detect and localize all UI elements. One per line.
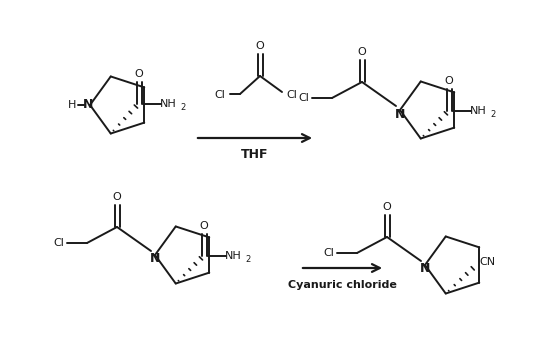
- Text: NH: NH: [225, 251, 242, 261]
- Text: O: O: [113, 192, 122, 202]
- Text: O: O: [382, 202, 391, 212]
- Text: Cl: Cl: [287, 90, 297, 100]
- Text: N: N: [83, 99, 93, 111]
- Text: 2: 2: [180, 103, 185, 112]
- Text: Cl: Cl: [324, 248, 334, 258]
- Text: O: O: [358, 47, 366, 57]
- Text: O: O: [134, 69, 143, 79]
- Text: Cl: Cl: [214, 90, 226, 100]
- Text: O: O: [199, 220, 208, 230]
- Text: 2: 2: [490, 110, 496, 119]
- Text: NH: NH: [160, 99, 177, 109]
- Text: Cl: Cl: [54, 238, 64, 248]
- Text: N: N: [150, 253, 160, 265]
- Text: THF: THF: [241, 148, 269, 162]
- Text: CN: CN: [480, 256, 496, 266]
- Text: O: O: [255, 41, 264, 51]
- Text: N: N: [420, 263, 430, 275]
- Text: Cyanuric chloride: Cyanuric chloride: [288, 280, 396, 290]
- Text: 2: 2: [245, 255, 250, 264]
- Text: NH: NH: [470, 106, 487, 116]
- Text: H: H: [68, 100, 76, 110]
- Text: N: N: [395, 108, 405, 120]
- Text: Cl: Cl: [298, 93, 310, 103]
- Text: O: O: [444, 75, 453, 85]
